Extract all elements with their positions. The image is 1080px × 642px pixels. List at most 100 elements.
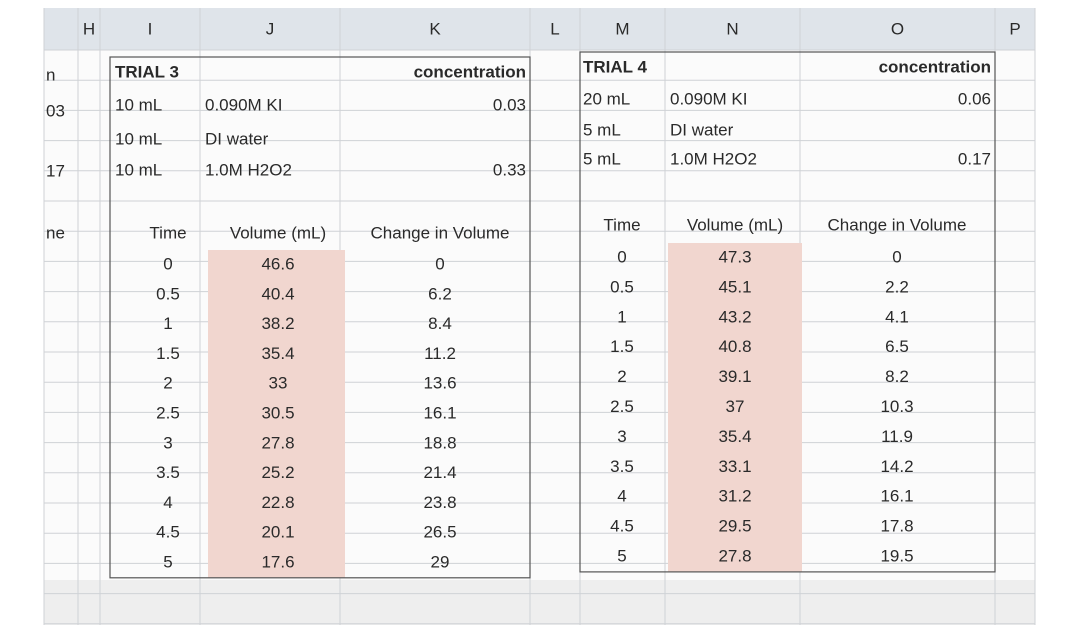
table-cell: 27.8 bbox=[718, 546, 751, 565]
column-header[interactable]: I bbox=[148, 19, 153, 38]
table-cell: 19.5 bbox=[880, 546, 913, 565]
column-header[interactable]: L bbox=[550, 19, 559, 38]
table-cell: 1 bbox=[163, 314, 172, 333]
table-header: Time bbox=[149, 223, 186, 242]
table-cell: 29 bbox=[431, 552, 450, 571]
table-cell: 0.5 bbox=[156, 284, 180, 303]
table-cell: 6.5 bbox=[885, 337, 909, 356]
table-cell: 35.4 bbox=[261, 344, 294, 363]
column-header[interactable]: J bbox=[266, 19, 275, 38]
reagent-volume: 10 mL bbox=[115, 160, 162, 179]
table-cell: 4 bbox=[617, 487, 626, 506]
table-cell: 16.1 bbox=[880, 487, 913, 506]
reagent-name: 1.0M H2O2 bbox=[205, 160, 292, 179]
reagent-volume: 5 mL bbox=[583, 120, 621, 139]
column-header[interactable]: O bbox=[891, 19, 904, 38]
reagent-volume: 10 mL bbox=[115, 129, 162, 148]
table-cell: 37 bbox=[726, 397, 745, 416]
table-header: Change in Volume bbox=[828, 215, 967, 234]
table-cell: 6.2 bbox=[428, 284, 452, 303]
cell-fragment: ne bbox=[46, 223, 65, 242]
table-cell: 3 bbox=[617, 427, 626, 446]
table-cell: 26.5 bbox=[423, 523, 456, 542]
volume-highlight bbox=[668, 243, 802, 572]
table-cell: 10.3 bbox=[880, 397, 913, 416]
table-cell: 3.5 bbox=[610, 457, 634, 476]
table-cell: 33.1 bbox=[718, 457, 751, 476]
cell-fragment: n bbox=[46, 65, 55, 84]
cell-fragment: 17 bbox=[46, 161, 65, 180]
table-cell: 16.1 bbox=[423, 403, 456, 422]
sheet-bottom bbox=[44, 580, 1035, 625]
table-header: Volume (mL) bbox=[687, 215, 783, 234]
table-cell: 0 bbox=[617, 247, 626, 266]
column-header[interactable]: N bbox=[726, 19, 738, 38]
table-cell: 5 bbox=[617, 546, 626, 565]
reagent-concentration: 0.03 bbox=[493, 95, 526, 114]
table-cell: 33 bbox=[269, 374, 288, 393]
table-cell: 4 bbox=[163, 493, 172, 512]
volume-highlight bbox=[208, 250, 345, 578]
trial-border bbox=[579, 51, 996, 573]
table-cell: 14.2 bbox=[880, 457, 913, 476]
table-cell: 21.4 bbox=[423, 463, 456, 482]
table-cell: 18.8 bbox=[423, 433, 456, 452]
table-cell: 0 bbox=[435, 254, 444, 273]
table-cell: 35.4 bbox=[718, 427, 751, 446]
table-header: Volume (mL) bbox=[230, 223, 326, 242]
trial-title: TRIAL 3 bbox=[115, 62, 179, 81]
table-cell: 2.5 bbox=[156, 403, 180, 422]
trial-border bbox=[109, 56, 531, 579]
table-cell: 3.5 bbox=[156, 463, 180, 482]
table-cell: 0 bbox=[892, 247, 901, 266]
table-cell: 1 bbox=[617, 307, 626, 326]
table-cell: 2.2 bbox=[885, 277, 909, 296]
column-header-bar bbox=[44, 8, 1035, 50]
reagent-name: 0.090M KI bbox=[670, 89, 748, 108]
table-cell: 4.5 bbox=[156, 523, 180, 542]
table-cell: 39.1 bbox=[718, 367, 751, 386]
table-header: Time bbox=[603, 215, 640, 234]
reagent-concentration: 0.33 bbox=[493, 160, 526, 179]
table-cell: 17.6 bbox=[261, 552, 294, 571]
column-header[interactable]: K bbox=[429, 19, 441, 38]
table-cell: 29.5 bbox=[718, 517, 751, 536]
table-cell: 8.2 bbox=[885, 367, 909, 386]
table-cell: 45.1 bbox=[718, 277, 751, 296]
table-cell: 5 bbox=[163, 552, 172, 571]
table-cell: 11.9 bbox=[881, 427, 913, 446]
table-cell: 40.4 bbox=[261, 284, 294, 303]
table-cell: 8.4 bbox=[428, 314, 452, 333]
column-header[interactable]: M bbox=[615, 19, 629, 38]
table-cell: 40.8 bbox=[718, 337, 751, 356]
table-cell: 43.2 bbox=[718, 307, 751, 326]
table-cell: 0 bbox=[163, 254, 172, 273]
table-cell: 38.2 bbox=[261, 314, 294, 333]
table-cell: 47.3 bbox=[718, 247, 751, 266]
reagent-name: DI water bbox=[670, 120, 734, 139]
table-cell: 30.5 bbox=[261, 403, 294, 422]
table-cell: 46.6 bbox=[261, 254, 294, 273]
concentration-header: concentration bbox=[414, 62, 526, 81]
cell-fragment: 03 bbox=[46, 101, 65, 120]
table-cell: 27.8 bbox=[261, 433, 294, 452]
table-cell: 2.5 bbox=[610, 397, 634, 416]
table-header: Change in Volume bbox=[371, 223, 510, 242]
table-cell: 0.5 bbox=[610, 277, 634, 296]
reagent-name: DI water bbox=[205, 129, 269, 148]
table-cell: 4.5 bbox=[610, 517, 634, 536]
column-header[interactable]: P bbox=[1009, 19, 1020, 38]
table-cell: 31.2 bbox=[718, 487, 751, 506]
table-cell: 2 bbox=[163, 374, 172, 393]
table-cell: 20.1 bbox=[261, 523, 294, 542]
concentration-header: concentration bbox=[879, 57, 991, 76]
column-header[interactable]: H bbox=[83, 19, 95, 38]
reagent-concentration: 0.17 bbox=[958, 149, 991, 168]
reagent-name: 1.0M H2O2 bbox=[670, 149, 757, 168]
table-cell: 1.5 bbox=[156, 344, 180, 363]
table-cell: 11.2 bbox=[424, 344, 456, 363]
reagent-volume: 20 mL bbox=[583, 89, 630, 108]
reagent-volume: 10 mL bbox=[115, 95, 162, 114]
reagent-name: 0.090M KI bbox=[205, 95, 283, 114]
